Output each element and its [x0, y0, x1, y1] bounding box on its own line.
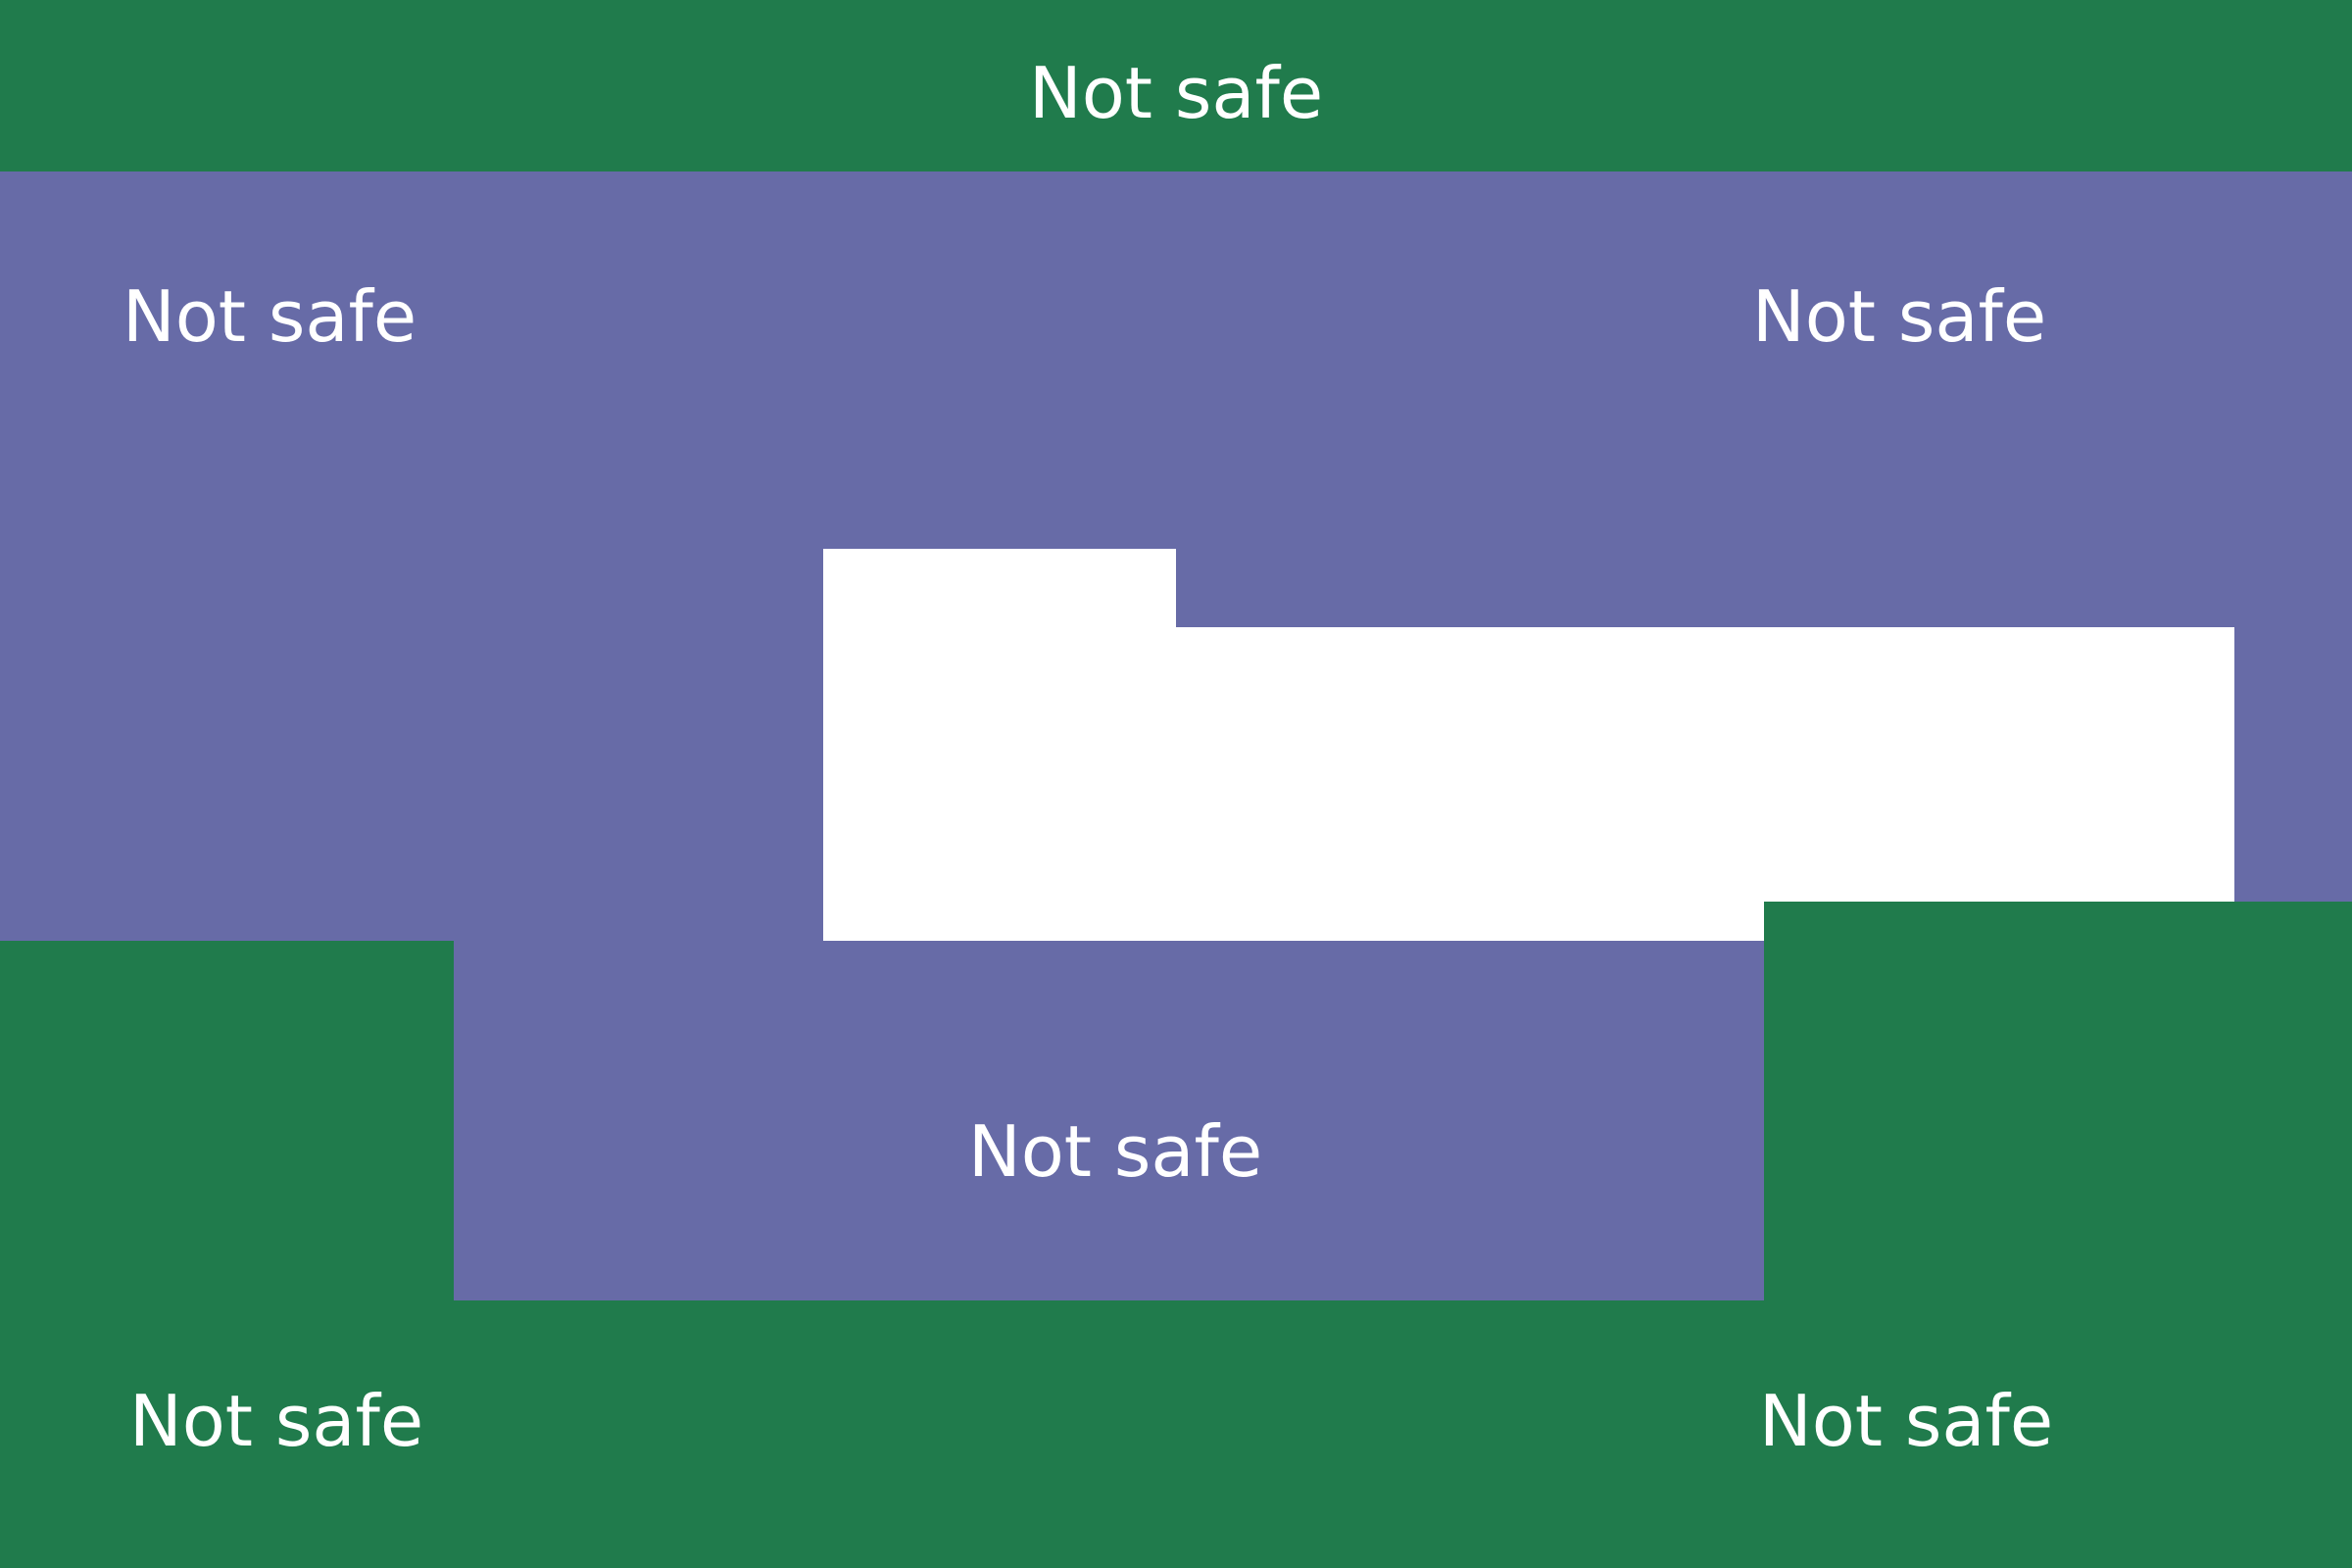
bottom-left-label: Not safe — [129, 1386, 423, 1456]
top-band-label: Not safe — [1029, 58, 1323, 128]
bottom-right-label: Not safe — [1759, 1386, 2053, 1456]
center-label: Not safe — [968, 1116, 1262, 1187]
upper-right-label: Not safe — [1752, 281, 2046, 352]
upper-left-label: Not safe — [122, 281, 416, 352]
